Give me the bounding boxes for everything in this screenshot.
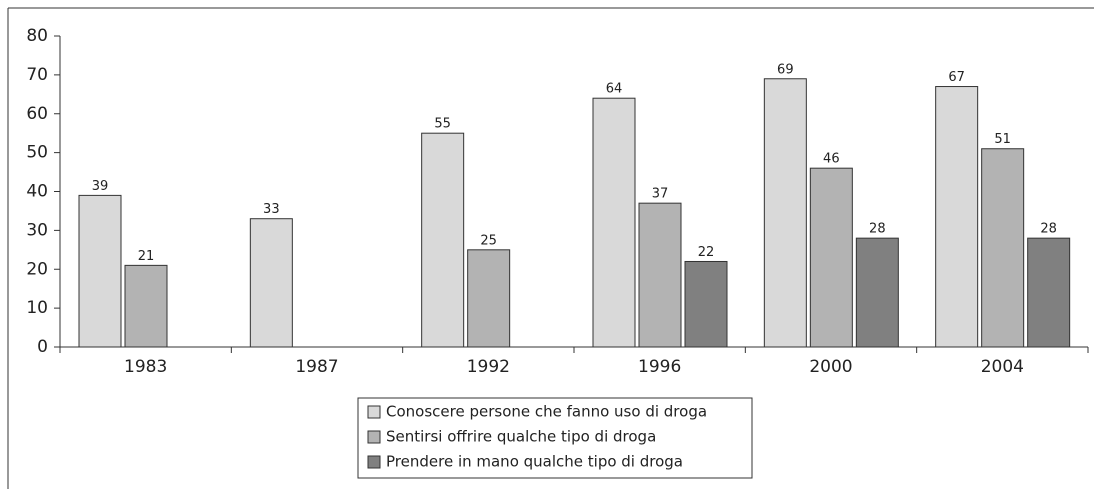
bar xyxy=(124,264,168,348)
y-tick-label: 0 xyxy=(37,337,48,357)
x-tick-label: 1996 xyxy=(638,357,681,377)
value-label: 28 xyxy=(1040,222,1057,237)
y-tick-label: 30 xyxy=(26,220,48,240)
bar xyxy=(855,237,899,348)
bar xyxy=(1027,237,1071,348)
bar xyxy=(421,132,465,348)
value-label: 46 xyxy=(823,152,840,167)
value-label: 55 xyxy=(434,117,451,132)
bar xyxy=(78,194,122,348)
bar xyxy=(763,78,807,348)
value-label: 39 xyxy=(92,179,109,194)
bar xyxy=(638,202,682,348)
value-label: 67 xyxy=(948,70,965,85)
value-label: 51 xyxy=(994,132,1011,147)
value-label: 37 xyxy=(652,187,669,202)
bar xyxy=(809,167,853,348)
bar xyxy=(935,86,979,348)
value-label: 28 xyxy=(869,222,886,237)
legend-label: Conoscere persone che fanno uso di droga xyxy=(386,403,707,421)
value-label: 25 xyxy=(480,233,497,248)
value-label: 33 xyxy=(263,202,280,217)
y-tick-label: 70 xyxy=(26,65,48,85)
y-tick-label: 50 xyxy=(26,143,48,163)
y-tick-label: 10 xyxy=(26,298,48,318)
y-tick-label: 40 xyxy=(26,182,48,202)
bar xyxy=(249,218,293,348)
y-tick-label: 20 xyxy=(26,259,48,279)
x-tick-label: 1992 xyxy=(467,357,510,377)
value-label: 21 xyxy=(138,249,155,264)
x-tick-label: 2000 xyxy=(809,357,852,377)
bar xyxy=(981,148,1025,348)
value-label: 22 xyxy=(698,245,715,260)
legend-label: Prendere in mano qualche tipo di droga xyxy=(386,453,683,471)
legend-swatch xyxy=(367,455,381,469)
bar xyxy=(592,97,636,348)
legend-swatch xyxy=(367,405,381,419)
x-tick-label: 2004 xyxy=(981,357,1024,377)
bar xyxy=(684,260,728,348)
y-tick-label: 80 xyxy=(26,26,48,46)
legend-label: Sentirsi offrire qualche tipo di droga xyxy=(386,428,656,446)
x-tick-label: 1987 xyxy=(295,357,338,377)
legend-swatch xyxy=(367,430,381,444)
x-tick-label: 1983 xyxy=(124,357,167,377)
legend-box xyxy=(357,397,753,479)
value-label: 69 xyxy=(777,62,794,77)
bar xyxy=(467,249,511,348)
value-label: 64 xyxy=(606,82,623,97)
y-tick-label: 60 xyxy=(26,104,48,124)
